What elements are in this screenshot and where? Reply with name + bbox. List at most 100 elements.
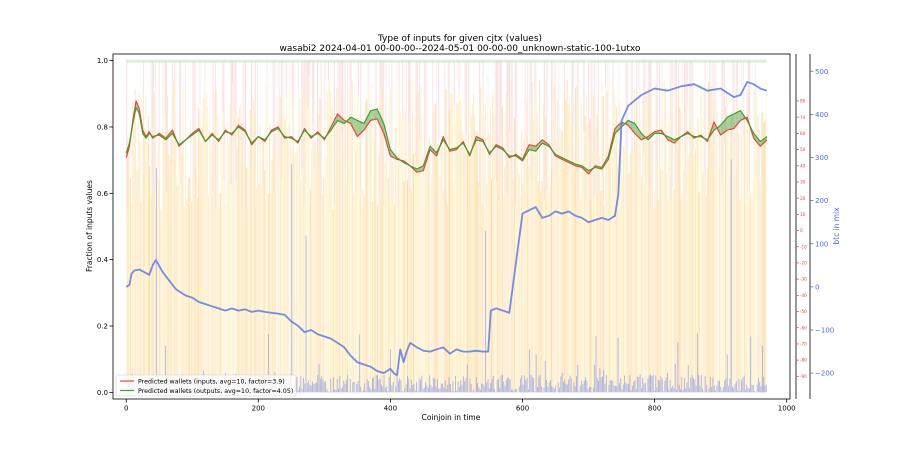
btc-volume-bar [459,387,460,393]
btc-volume-bar [321,376,322,392]
background-bar-top [508,61,509,98]
background-bar [477,131,478,392]
background-bar [557,100,558,392]
background-bar [275,133,276,392]
background-bar-top [334,61,335,206]
background-bar [581,102,582,393]
background-bar-top [424,61,425,168]
btc-volume-bar [291,164,292,393]
background-bar-top [232,61,233,84]
btc-volume-bar [737,391,738,393]
background-bar [515,203,516,392]
btc-volume-bar [664,381,665,393]
background-bar-top [172,61,173,166]
background-bar-top [531,61,532,179]
background-bar-top [317,61,318,153]
background-bar-top [347,61,348,123]
btc-volume-bar [674,388,675,392]
btc-volume-bar [514,391,515,392]
background-bar [574,169,575,393]
background-bar [517,159,518,393]
btc-volume-bar [628,384,629,393]
background-bar [215,210,216,393]
background-bar [187,184,188,392]
background-bar [349,85,350,392]
background-bar [340,155,341,393]
btc-volume-bar [702,388,703,392]
background-bar [173,79,174,392]
background-bar [606,91,607,392]
background-bar-top [605,61,606,85]
background-bar [755,140,756,392]
y2-tick-label: -50 [800,309,807,314]
background-bar [309,78,310,393]
btc-volume-bar [415,390,416,392]
background-bar [465,208,466,393]
background-bar [439,175,440,393]
background-bar [196,168,197,392]
background-bar [687,102,688,393]
background-bar-top [509,61,510,132]
background-bar-top [546,61,547,189]
background-bar [195,136,196,392]
y3-tick-label: 100 [815,240,828,248]
btc-volume-bar [571,378,572,392]
background-bar [414,116,415,393]
background-bar [311,148,312,392]
background-bar [717,113,718,392]
btc-volume-bar [385,388,386,393]
background-bar [479,186,480,392]
btc-volume-bar [339,376,340,392]
background-bar [654,191,655,393]
background-bar [336,88,337,392]
btc-volume-bar [573,382,574,392]
y3-tick-label: 200 [815,197,828,205]
background-bar [307,108,308,393]
background-bar [549,202,550,393]
btc-volume-bar [749,389,750,393]
background-bar [533,120,534,393]
background-bar [467,150,468,393]
btc-volume-bar [752,385,753,393]
background-bar [521,131,522,392]
background-bar [237,148,238,392]
background-bar [610,137,611,393]
btc-volume-bar [685,388,686,392]
btc-volume-bar [437,379,438,392]
btc-volume-bar [729,379,730,393]
btc-volume-bar [563,382,564,392]
btc-volume-bar [364,383,365,392]
background-bar [185,91,186,393]
btc-volume-bar [498,379,499,392]
background-bar-top [286,61,287,98]
background-bar-top [438,61,439,139]
background-bar-top [551,61,552,170]
btc-volume-bar [651,376,652,392]
background-bar [145,95,146,392]
btc-volume-bar [313,384,314,392]
background-bar [630,153,631,392]
btc-volume-bar [586,381,587,393]
btc-volume-bar [714,386,715,393]
background-bar-top [274,61,275,194]
background-bar [451,93,452,393]
background-bar-top [199,61,200,104]
background-bar [233,95,234,393]
btc-volume-bar [579,391,580,392]
background-bar-top [454,61,455,106]
btc-volume-bar [404,389,405,393]
background-bar-top [251,61,252,168]
btc-volume-bar [320,379,321,393]
background-bar-top [552,61,553,79]
btc-volume-bar [368,381,369,392]
btc-volume-bar [602,377,603,393]
btc-volume-bar [499,388,500,392]
background-bar-top [678,61,679,87]
btc-volume-bar [716,386,717,393]
background-bar-top [305,61,306,99]
background-bar [234,148,235,393]
background-bar [247,208,248,392]
y2-tick-label: -30 [800,277,807,282]
btc-volume-bar [502,375,503,393]
background-bar-top [713,61,714,100]
